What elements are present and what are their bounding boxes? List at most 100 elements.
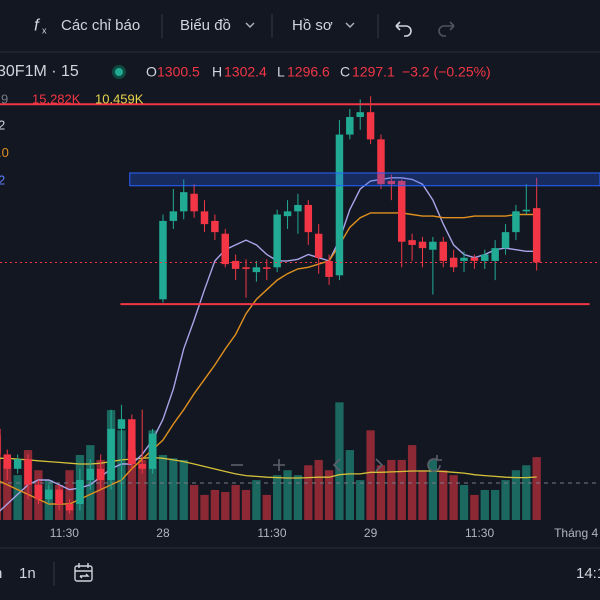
candle-body <box>356 112 364 117</box>
volume-ma-value: 10.459K <box>95 91 144 106</box>
low-label: L <box>277 64 285 80</box>
scroll-right[interactable] <box>375 458 384 472</box>
candle-body <box>491 248 499 261</box>
volume-bar <box>169 458 178 520</box>
candle-body <box>501 232 510 249</box>
profile-button[interactable]: Hồ sơ <box>292 17 333 34</box>
volume-bar <box>470 494 479 520</box>
volume-bar <box>13 475 22 520</box>
close-value: 1297.1 <box>352 64 395 80</box>
range-button[interactable]: n <box>0 565 2 582</box>
chevron <box>345 22 355 28</box>
candle-body <box>45 489 53 500</box>
volume-bar <box>189 485 199 520</box>
candle-body <box>429 241 437 250</box>
redo-icon[interactable] <box>438 21 455 37</box>
volume-bar <box>65 470 74 520</box>
bottom-bar: n 1n 14:1 <box>0 547 600 586</box>
x-tick-label: 28 <box>156 526 170 540</box>
volume-bar <box>273 475 282 520</box>
volume-bar <box>501 480 510 520</box>
volume-bar <box>345 450 354 520</box>
candle-body <box>481 254 489 261</box>
volume-bar <box>439 470 448 520</box>
close-label: C <box>340 64 350 80</box>
zone-rectangle <box>129 172 600 187</box>
candle-body <box>65 504 74 511</box>
volume-bar <box>480 489 489 520</box>
reset[interactable] <box>427 455 442 472</box>
volume-bar <box>522 465 531 520</box>
symbol: 30F1M · 15 <box>0 63 79 80</box>
indicator-labels: 2.02 <box>0 117 9 187</box>
candle-body <box>138 464 146 469</box>
volume-bar <box>221 492 230 520</box>
candle-body <box>34 484 43 500</box>
candle-body <box>314 233 323 258</box>
candle-body <box>522 209 531 212</box>
volume-bar <box>138 459 147 520</box>
indicator-label: 2 <box>0 172 5 187</box>
volume-bar <box>449 475 458 520</box>
legend: 30F1M · 15 O 1300.5 H 1302.4 L 1296.6 C … <box>0 63 491 106</box>
clock: 14:1 <box>576 565 600 582</box>
volume-bar <box>158 454 168 520</box>
volume-bar <box>407 445 417 520</box>
candle-body <box>325 260 333 277</box>
candle-body <box>397 180 406 242</box>
fx-icon-sub: x <box>42 25 47 35</box>
candle-body <box>24 459 32 485</box>
candle-body <box>460 257 468 261</box>
scroll-left[interactable] <box>332 458 341 472</box>
candle-body <box>532 208 541 263</box>
volume-bar <box>491 489 500 520</box>
candle-body <box>55 489 63 505</box>
candle-body <box>117 419 126 429</box>
volume-bar <box>428 459 438 520</box>
volume-bar <box>3 459 12 520</box>
indicator-label: 2 <box>0 117 5 132</box>
toolbar: f x Các chỉ báo Biểu đồ Hồ sơ <box>0 14 600 53</box>
candle-body <box>200 211 209 225</box>
candle-body <box>0 428 1 455</box>
candle-body <box>128 419 136 465</box>
candle-body <box>148 433 157 469</box>
volume-bar <box>200 494 209 520</box>
indicators-button[interactable]: Các chỉ báo <box>61 17 140 34</box>
candle-body <box>86 468 95 481</box>
chart: 11:30 28 11:30 29 11:30 Tháng 4 <box>0 96 600 540</box>
moving-average-line <box>0 177 537 512</box>
candle-body <box>252 267 261 273</box>
x-tick-label: 29 <box>364 526 378 540</box>
candle-body <box>418 241 427 249</box>
volume-bar <box>459 485 469 520</box>
candle-body <box>159 220 167 300</box>
volume-value: 15.282K <box>32 91 81 106</box>
volume-bar <box>231 485 240 520</box>
candle-body <box>335 134 344 276</box>
volume-bar <box>148 430 157 520</box>
candle-body <box>512 211 520 233</box>
moving-average-line <box>0 212 537 505</box>
volume-bar <box>387 459 396 520</box>
goto-date-icon[interactable] <box>74 563 93 582</box>
undo-icon[interactable] <box>395 21 412 37</box>
candle-body <box>304 204 313 233</box>
volume-bar <box>262 494 271 520</box>
open-value: 1300.5 <box>157 64 200 80</box>
candle-body <box>408 240 416 245</box>
volume-bar <box>127 450 136 520</box>
volume-bar <box>241 489 251 520</box>
candle-body <box>180 192 188 212</box>
candle-body <box>169 211 178 221</box>
zoom-in[interactable] <box>273 459 285 471</box>
candle-body <box>13 459 22 469</box>
range-button[interactable]: 1n <box>19 565 36 582</box>
volume-ma-line <box>0 456 537 479</box>
candle-body <box>221 233 229 265</box>
x-tick-label: 11:30 <box>257 526 286 540</box>
candle-body <box>470 257 479 261</box>
fx-icon[interactable]: f <box>34 15 41 34</box>
chart-button[interactable]: Biểu đồ <box>180 17 231 34</box>
